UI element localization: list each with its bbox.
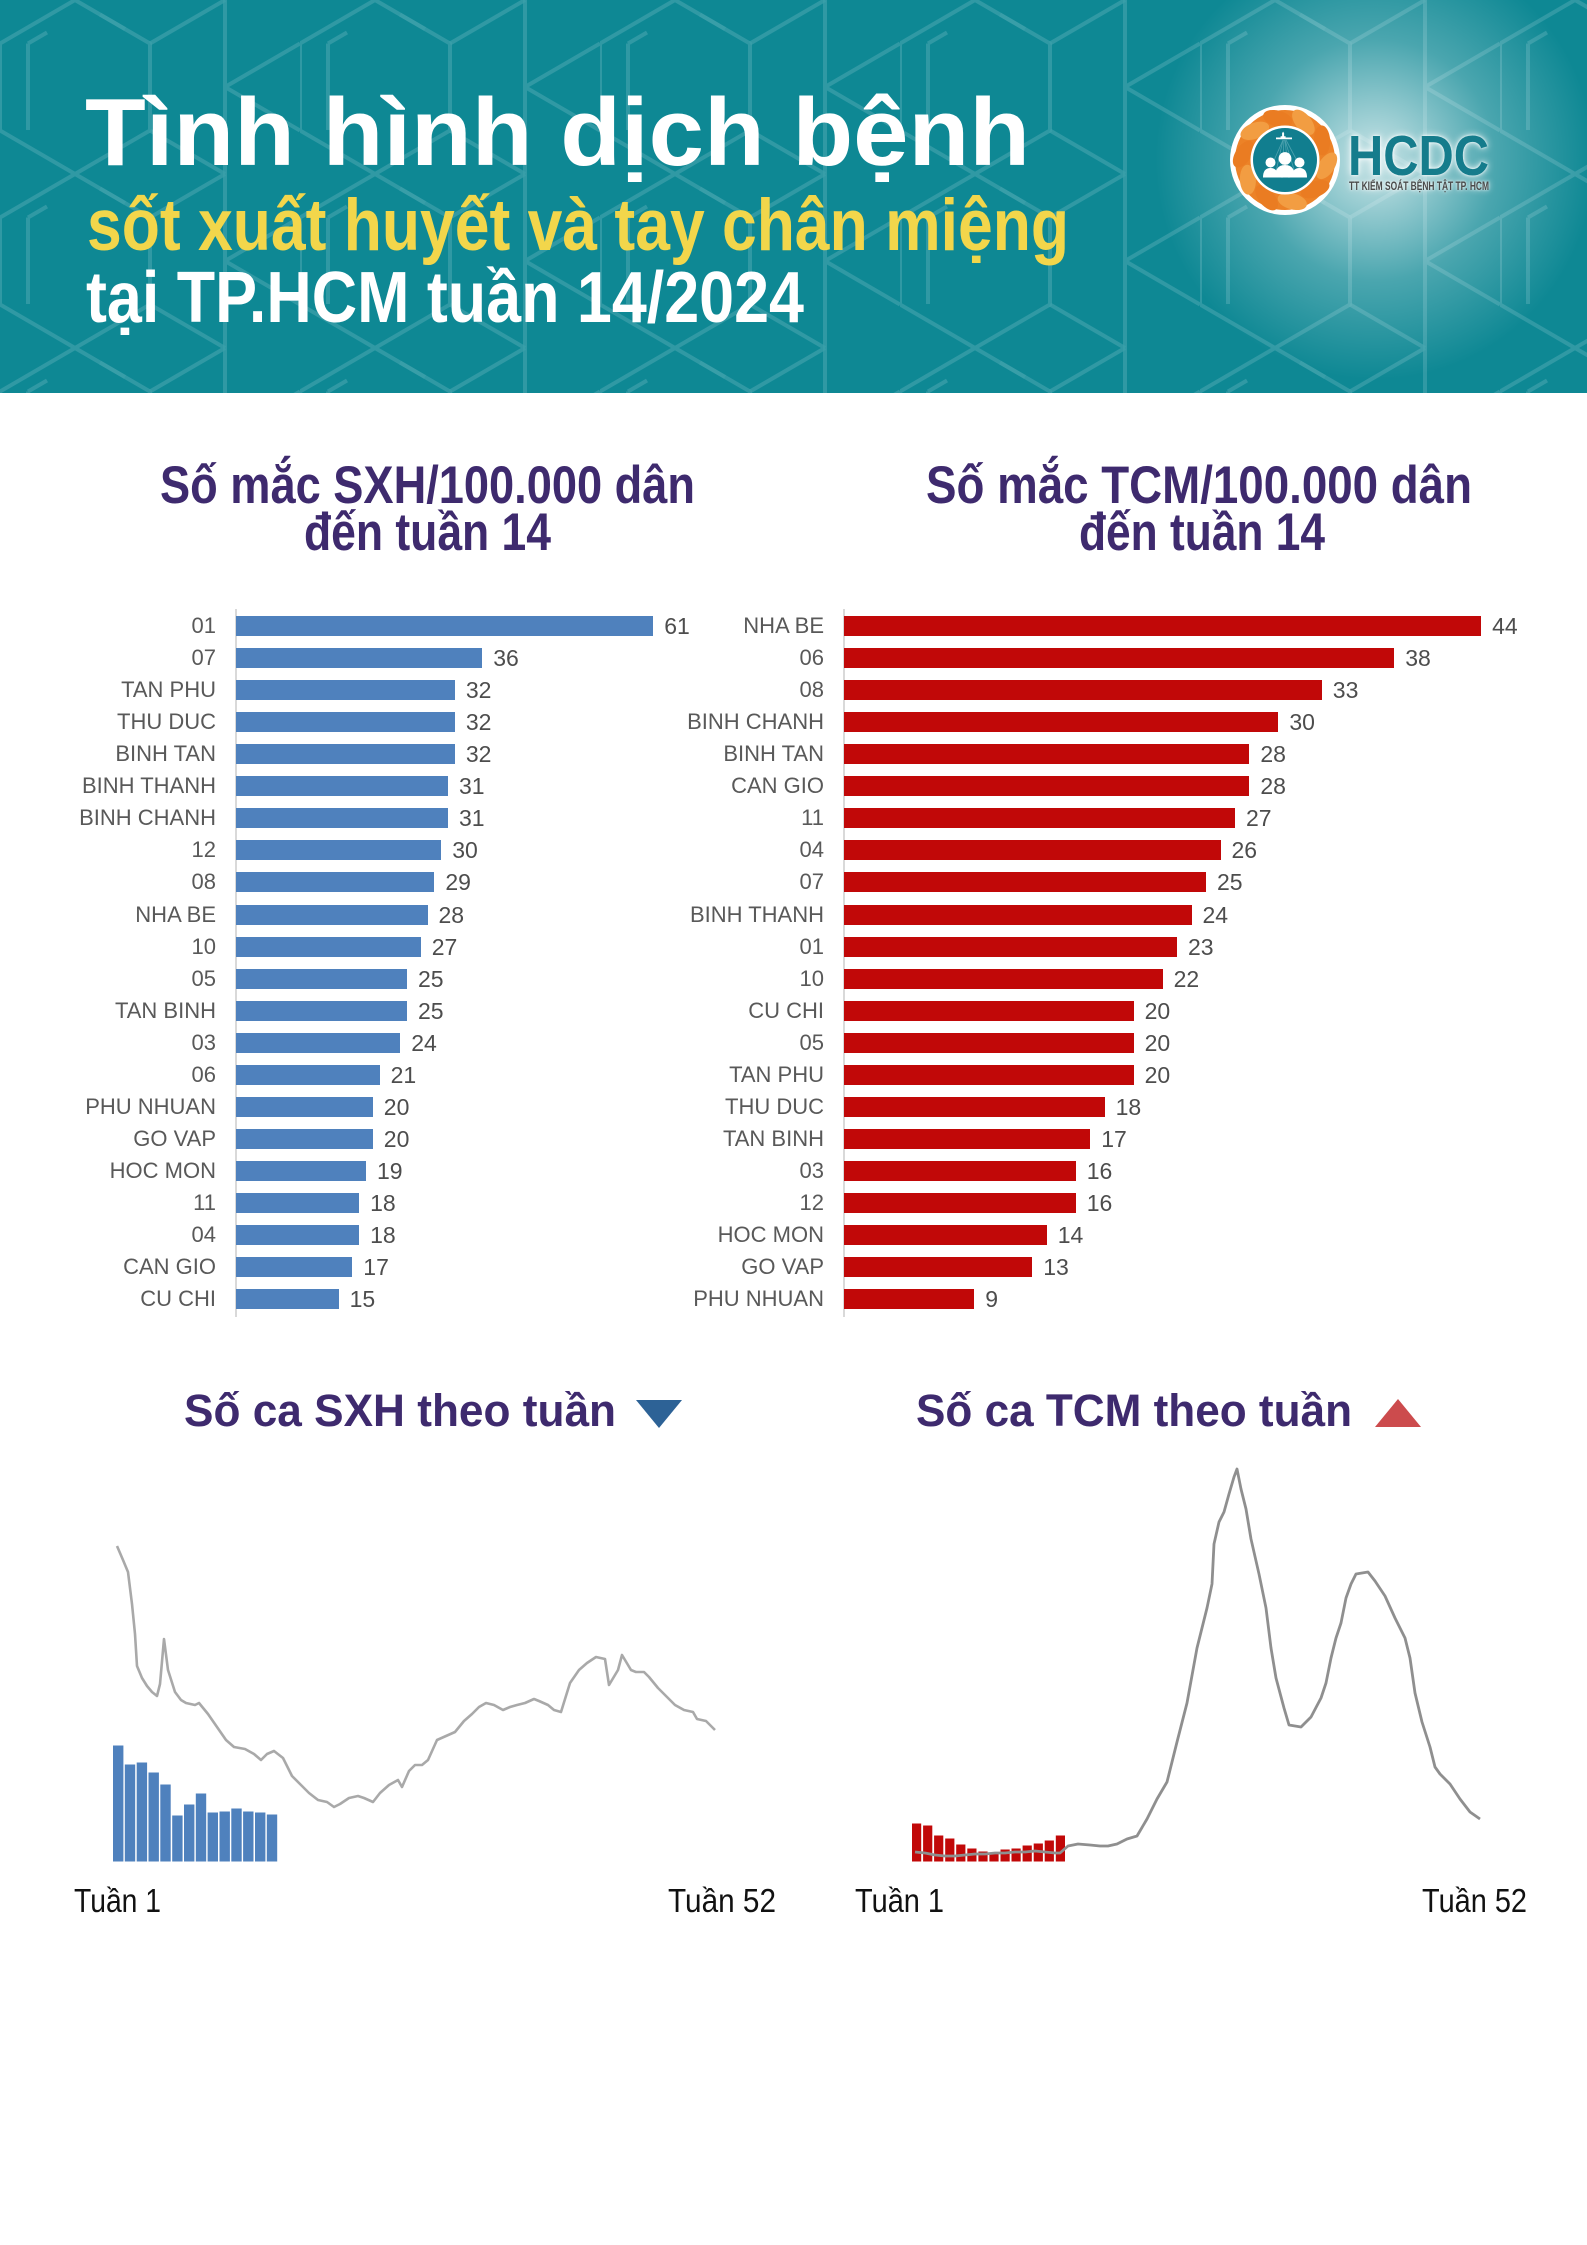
svg-text:Số ca TCM theo tuần: Số ca TCM theo tuần xyxy=(916,1385,1352,1436)
svg-text:Số mắc TCM/100.000 dân: Số mắc TCM/100.000 dân xyxy=(926,455,1472,515)
svg-text:Số mắc SXH/100.000 dân: Số mắc SXH/100.000 dân xyxy=(160,455,695,515)
svg-text:đến tuần 14: đến tuần 14 xyxy=(1079,503,1325,562)
svg-text:tại TP.HCM tuần 14/2024: tại TP.HCM tuần 14/2024 xyxy=(86,258,804,338)
svg-text:Tình hình dịch bệnh: Tình hình dịch bệnh xyxy=(85,79,1030,186)
svg-text:đến tuần 14: đến tuần 14 xyxy=(304,503,551,562)
svg-text:Số ca SXH theo tuần: Số ca SXH theo tuần xyxy=(184,1385,616,1436)
svg-text:Tuần 52: Tuần 52 xyxy=(668,1882,776,1919)
svg-text:HCDC: HCDC xyxy=(1348,124,1489,188)
svg-text:TT KIỂM SOÁT BỆNH TẬT TP. HCM: TT KIỂM SOÁT BỆNH TẬT TP. HCM xyxy=(1349,180,1489,193)
svg-text:sốt xuất huyết và tay chân miệ: sốt xuất huyết và tay chân miệng xyxy=(87,185,1069,266)
svg-text:Tuần 1: Tuần 1 xyxy=(74,1882,161,1919)
svg-text:Tuần 1: Tuần 1 xyxy=(855,1882,944,1919)
svg-text:Tuần 52: Tuần 52 xyxy=(1422,1882,1527,1919)
